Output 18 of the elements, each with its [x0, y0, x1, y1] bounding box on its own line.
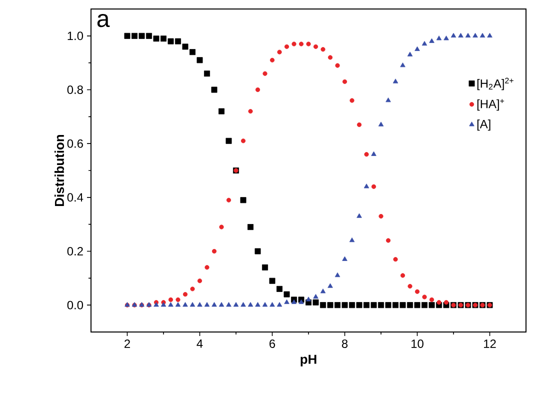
x-tick-label: 2 [124, 340, 130, 348]
legend-label: [HA]$^{+}$ [477, 99, 504, 111]
y-tick-label: 0.6 [67, 139, 83, 148]
x-tick-label: 6 [270, 340, 276, 348]
legend-label: [A] [477, 120, 490, 131]
y-tick-label: 0.4 [67, 193, 84, 202]
x-tick-label: 4 [196, 340, 203, 348]
x-tick-label: 8 [342, 340, 348, 348]
x-axis-title: pH [300, 354, 316, 366]
y-tick-label: 1.0 [68, 32, 84, 40]
y-tick-label: 0.8 [67, 86, 83, 94]
annotation: a [97, 14, 110, 28]
y-axis-title: Distribution [54, 134, 64, 206]
y-tick-label: 0.0 [67, 300, 84, 310]
x-tick-label: 12 [484, 340, 496, 348]
x-tick-label: 10 [412, 340, 424, 348]
legend-label: [H$_{2}$A]$^{2+}$ [477, 78, 514, 90]
y-tick-label: 0.2 [67, 247, 83, 256]
